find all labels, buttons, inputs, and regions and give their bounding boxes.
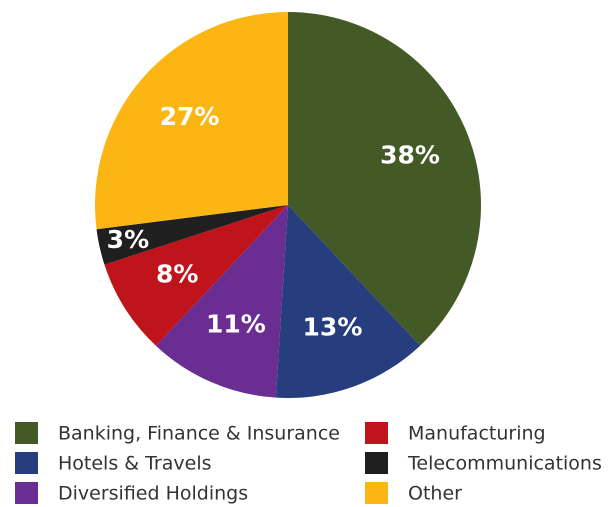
legend-label: Hotels & Travels <box>58 453 212 475</box>
legend-label: Manufacturing <box>408 423 546 445</box>
pie-slice <box>104 205 288 346</box>
legend-swatch <box>15 452 38 474</box>
slice-label: 27% <box>160 102 220 131</box>
slice-label: 11% <box>206 309 266 338</box>
slice-label: 38% <box>380 141 440 170</box>
pie-slice <box>275 205 421 398</box>
slice-label: 13% <box>303 312 363 341</box>
legend-swatch <box>15 482 38 504</box>
legend-label: Telecommunications <box>407 453 602 475</box>
pie-slice <box>96 205 288 265</box>
legend-swatch <box>365 452 388 474</box>
legend-label: Diversified Holdings <box>58 483 248 505</box>
pie-slice <box>288 12 481 346</box>
legend-swatch <box>15 422 38 444</box>
slice-label: 8% <box>156 259 198 288</box>
legend-swatch <box>365 482 388 504</box>
slice-label: 3% <box>107 225 149 254</box>
pie-slice <box>155 205 288 398</box>
legend-label: Other <box>408 483 462 505</box>
legend-label: Banking, Finance & Insurance <box>58 423 340 445</box>
legend-swatch <box>365 422 388 444</box>
pie-slice <box>95 11 288 230</box>
